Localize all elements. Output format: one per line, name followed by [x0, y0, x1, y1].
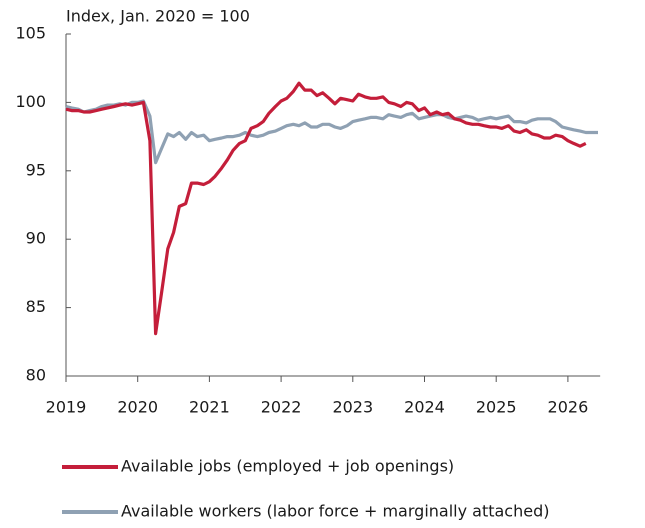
- x-tick-label: 2020: [117, 398, 158, 417]
- y-tick-label: 90: [26, 229, 46, 248]
- legend-label: Available workers (labor force + margina…: [121, 502, 549, 521]
- legend-label: Available jobs (employed + job openings): [121, 457, 454, 476]
- y-tick-label: 80: [26, 366, 46, 385]
- x-tick-label: 2022: [261, 398, 302, 417]
- y-tick-label: 95: [26, 160, 46, 179]
- x-tick-label: 2021: [189, 398, 230, 417]
- series-line: [65, 99, 598, 165]
- x-tick-label: 2023: [332, 398, 373, 417]
- y-tick-label: 85: [26, 297, 46, 316]
- x-tick-label: 2019: [46, 398, 87, 417]
- series-line: [65, 81, 587, 336]
- y-tick-label: 100: [15, 92, 46, 111]
- chart-title: Index, Jan. 2020 = 100: [66, 7, 250, 26]
- y-tick-label: 105: [15, 24, 46, 43]
- x-tick-label: 2025: [476, 398, 517, 417]
- x-tick-label: 2026: [548, 398, 589, 417]
- x-tick-label: 2024: [404, 398, 445, 417]
